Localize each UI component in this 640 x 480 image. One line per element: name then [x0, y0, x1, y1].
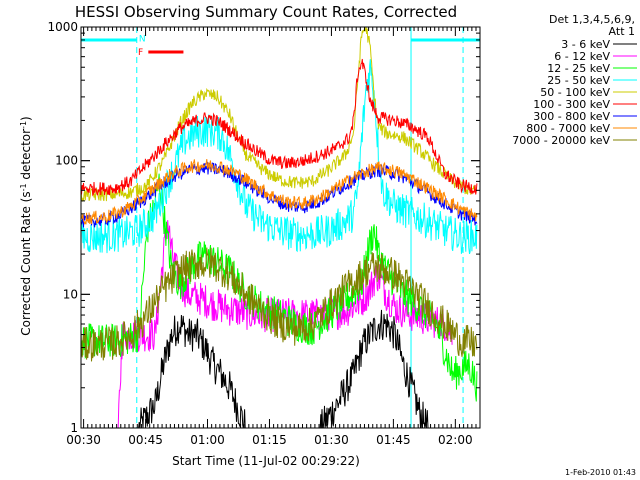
legend-entry-1: 6 - 12 keV — [554, 50, 610, 63]
plot-frame — [80, 26, 481, 429]
x-tick-label-6: 02:00 — [438, 433, 473, 447]
y-axis-label-part: -1 — [19, 183, 28, 191]
x-tick-label-5: 01:45 — [376, 433, 411, 447]
plot-data: NF — [81, 27, 480, 428]
x-tick-label-2: 01:00 — [190, 433, 225, 447]
legend-entry-6: 300 - 800 keV — [533, 110, 610, 123]
y-tick-label-3: 1000 — [47, 20, 78, 34]
chart-title: HESSI Observing Summary Count Rates, Cor… — [75, 3, 457, 21]
y-axis-label-part: -1 — [19, 121, 28, 129]
legend-header-1: Att 1 — [609, 25, 635, 38]
y-axis-label: Corrected Count Rate (s-1 detector-1) — [19, 116, 34, 335]
plot-area: NF — [81, 27, 480, 428]
flag-label-N: N — [139, 35, 146, 45]
x-tick-label-0: 00:30 — [66, 433, 101, 447]
legend-entry-3: 25 - 50 keV — [547, 74, 610, 87]
series-line-3 — [81, 59, 478, 255]
y-tick-label-1: 10 — [63, 287, 78, 301]
x-axis-label: Start Time (11-Jul-02 00:29:22) — [172, 454, 360, 468]
x-tick-label-1: 00:45 — [128, 433, 163, 447]
legend-header-0: Det 1,3,4,5,6,9, — [549, 13, 635, 26]
y-tick-label-2: 100 — [55, 154, 78, 168]
legend-entry-5: 100 - 300 keV — [533, 98, 610, 111]
footer-timestamp: 1-Feb-2010 01:43 — [565, 468, 636, 477]
x-tick-label-4: 01:30 — [314, 433, 349, 447]
x-tick-label-3: 01:15 — [252, 433, 287, 447]
series-line-4 — [81, 27, 478, 203]
legend-entry-8: 7000 - 20000 keV — [512, 134, 610, 147]
series-line-8 — [81, 247, 478, 362]
legend-entry-2: 12 - 25 keV — [547, 62, 610, 75]
legend-entry-7: 800 - 7000 keV — [526, 122, 610, 135]
series-line-0 — [81, 309, 477, 428]
y-axis-label-part: ) — [19, 116, 33, 121]
axes: 00:30 00:45 01:00 01:15 01:30 01:45 02:00 1 10 10… — [47, 20, 481, 447]
y-axis-label-part: Corrected Count Rate (s — [19, 191, 33, 335]
flag-label-F: F — [138, 48, 143, 58]
series-line-7 — [81, 159, 478, 225]
series-line-6 — [81, 161, 478, 228]
y-tick-label-0: 1 — [70, 421, 78, 435]
legend-entry-4: 50 - 100 keV — [540, 86, 610, 99]
y-axis-label-part: detector — [19, 129, 33, 184]
legend-entry-0: 3 - 6 keV — [561, 38, 610, 51]
series-line-5 — [81, 58, 478, 197]
